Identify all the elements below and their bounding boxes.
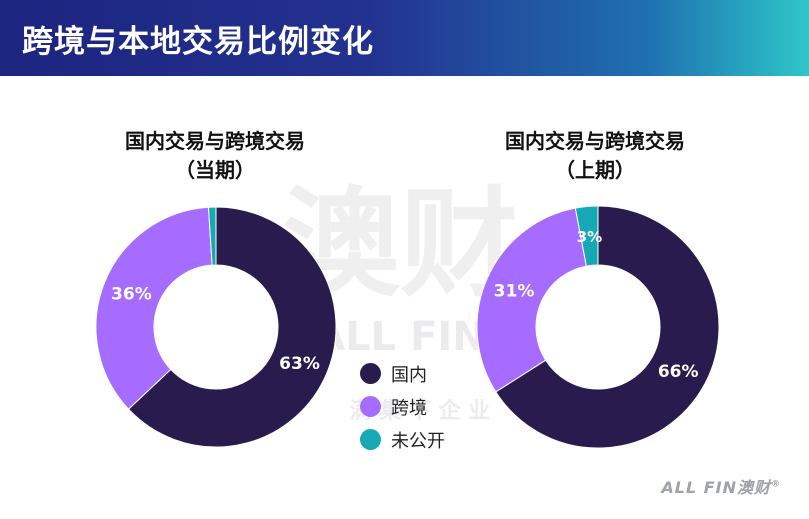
legend-swatch-undisclosed <box>360 429 381 450</box>
chart-title-current-main: 国内交易与跨境交易 <box>125 129 305 153</box>
donut-label-current-domestic: 63% <box>279 354 320 374</box>
donut-slice-current-domestic <box>127 206 337 448</box>
donut-label-previous-undisclosed: 3% <box>577 228 602 246</box>
page-title: 跨境与本地交易比例变化 <box>22 24 374 60</box>
chart-title-previous-main: 国内交易与跨境交易 <box>505 129 685 153</box>
donut-label-previous-cross-border: 31% <box>494 282 535 302</box>
legend-label-cross-border: 跨境 <box>391 398 427 419</box>
brand-logo: ALL FIN澳财® <box>661 474 781 498</box>
donut-slice-previous-domestic <box>495 205 720 449</box>
chart-title-current-sub: （当期） <box>175 158 255 182</box>
brand-logo-mark: ® <box>771 479 781 490</box>
chart-title-previous: 国内交易与跨境交易 （上期） <box>440 127 750 185</box>
header-banner: 跨境与本地交易比例变化 <box>0 0 809 76</box>
legend-swatch-cross-border <box>360 396 381 417</box>
brand-logo-text: ALL FIN澳财 <box>661 478 771 497</box>
legend-label-domestic: 国内 <box>391 365 427 386</box>
donut-label-current-cross-border: 36% <box>111 285 152 305</box>
legend-swatch-domestic <box>360 363 381 384</box>
donut-slice-current-undisclosed <box>207 206 217 266</box>
donut-slice-previous-undisclosed <box>574 205 599 267</box>
donut-slice-current-cross-border <box>95 206 213 410</box>
legend-label-undisclosed: 未公开 <box>391 431 445 452</box>
donut-slice-previous-cross-border <box>476 207 587 393</box>
donut-label-previous-domestic: 66% <box>658 362 699 382</box>
chart-title-previous-sub: （上期） <box>555 158 635 182</box>
chart-title-current: 国内交易与跨境交易 （当期） <box>60 127 370 185</box>
